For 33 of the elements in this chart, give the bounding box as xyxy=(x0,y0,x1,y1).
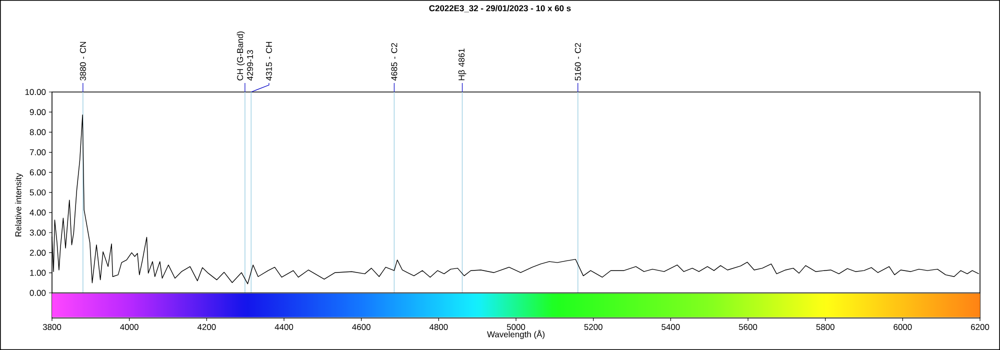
x-tick-label: 4800 xyxy=(429,324,448,330)
x-tick-label: 5000 xyxy=(506,324,526,330)
x-axis-title: Wavelength (Å) xyxy=(487,330,544,339)
y-tick-label: 1.00 xyxy=(30,270,46,276)
y-tick-label: 3.00 xyxy=(30,230,46,236)
x-tick-label: 5200 xyxy=(584,324,602,330)
ref-line-label: CH (G-Band) 4299-13 xyxy=(236,31,254,81)
x-tick-label: 4400 xyxy=(274,324,294,330)
ref-line-label: 3880 - CN xyxy=(80,42,86,80)
y-tick-label: 8.00 xyxy=(30,129,46,136)
y-tick-label: 7.00 xyxy=(30,149,46,156)
y-tick-label: 0.00 xyxy=(30,290,46,296)
x-tick-label: 3800 xyxy=(42,324,62,330)
x-tick-label: 4000 xyxy=(120,324,138,330)
ref-line-label: 4685 - C2 xyxy=(391,43,398,81)
x-tick-label: 6200 xyxy=(971,324,990,330)
y-tick-label: 2.00 xyxy=(30,250,46,256)
y-tick-label: 5.00 xyxy=(30,189,46,196)
ref-line-label: Hβ 4861 xyxy=(458,48,466,80)
ref-line-label: 4315 - CH xyxy=(266,42,272,81)
x-tick-label: 5400 xyxy=(662,324,680,330)
x-tick-label: 4200 xyxy=(197,324,216,330)
ref-line-label: 5160 - C2 xyxy=(574,43,581,80)
y-tick-label: 6.00 xyxy=(30,169,46,176)
x-tick-label: 6000 xyxy=(894,324,912,330)
y-tick-label: 4.00 xyxy=(30,210,46,216)
x-tick-label: 5600 xyxy=(738,324,758,330)
x-tick-label: 5800 xyxy=(816,324,834,330)
chart-title: C2022E3_32 - 29/01/2023 - 10 x 60 s xyxy=(429,5,571,12)
y-axis-title: Relative intensity xyxy=(15,173,23,236)
y-tick-label: 9.00 xyxy=(30,109,46,116)
y-tick-label: 10.00 xyxy=(25,89,46,95)
x-tick-label: 4600 xyxy=(352,324,370,330)
